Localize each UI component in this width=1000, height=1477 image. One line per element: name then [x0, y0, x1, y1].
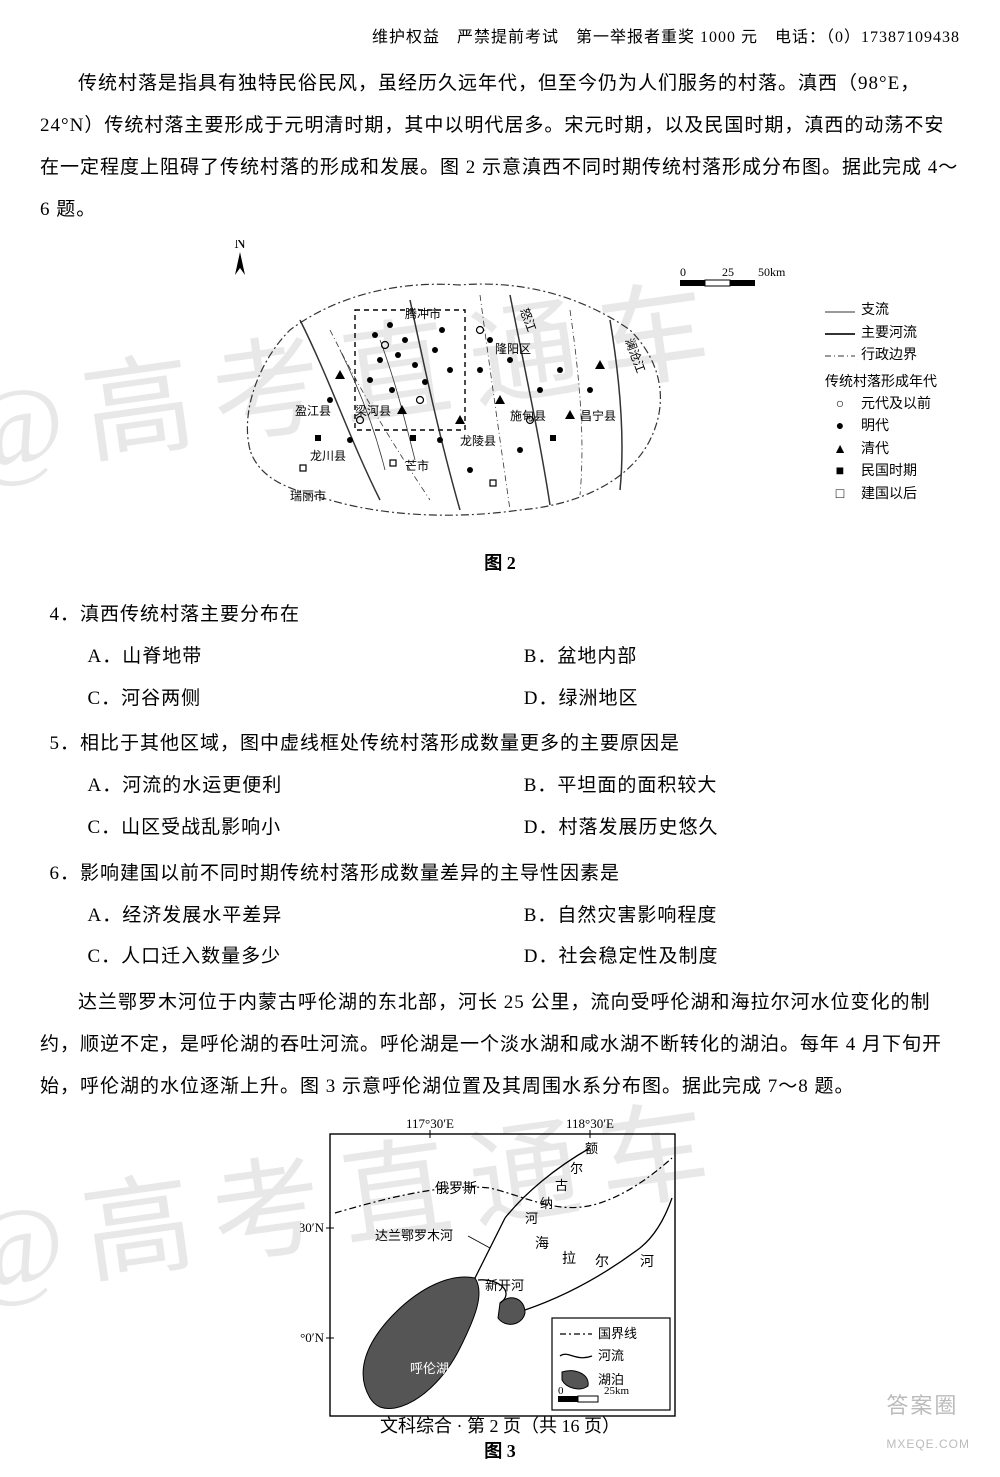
svg-text:昌宁县: 昌宁县 — [580, 408, 616, 423]
q5-option-b: B．平坦面的面积较大 — [524, 765, 960, 807]
svg-text:25km: 25km — [604, 1385, 630, 1397]
svg-text:拉: 拉 — [562, 1251, 576, 1267]
svg-text:0: 0 — [680, 265, 686, 279]
svg-text:施甸县: 施甸县 — [510, 409, 546, 423]
legend-tributary: 支流 — [861, 300, 889, 322]
q4-stem: 4．滇西传统村落主要分布在 — [69, 594, 961, 636]
fig3-dalan: 达兰鄂罗木河 — [375, 1228, 453, 1243]
legend-era-3: 民国时期 — [861, 461, 917, 483]
svg-text:龙川县: 龙川县 — [310, 449, 346, 463]
fig3-legend-border: 国界线 — [598, 1326, 637, 1341]
svg-text:盈江县: 盈江县 — [295, 404, 331, 418]
legend-era-0: 元代及以前 — [861, 394, 931, 416]
question-4: 4．滇西传统村落主要分布在 A．山脊地带 B．盆地内部 C．河谷两侧 D．绿洲地… — [40, 594, 960, 719]
svg-text:梁河县: 梁河县 — [355, 403, 391, 418]
legend-admin: 行政边界 — [861, 345, 917, 367]
q6-option-b: B．自然灾害影响程度 — [524, 895, 960, 937]
svg-text:纳: 纳 — [540, 1196, 553, 1211]
page-header: 维护权益 严禁提前考试 第一举报者重奖 1000 元 电话：（0）1738710… — [40, 20, 960, 55]
page-footer: 文科综合 · 第 2 页（共 16 页） — [0, 1407, 1000, 1447]
north-label: N — [234, 240, 246, 252]
figure-2-legend: 支流 主要河流 行政边界 传统村落形成年代 ○元代及以前 ●明代 ▲清代 ■民国… — [825, 300, 990, 506]
figure-2-map: N — [180, 240, 820, 540]
fig3-lat1: 49°30′N — [300, 1220, 325, 1235]
figure-2-caption: 图 2 — [40, 544, 960, 584]
fig3-hulun: 呼伦湖 — [410, 1361, 449, 1376]
legend-era-1: 明代 — [861, 416, 889, 438]
svg-text:澜沧江: 澜沧江 — [622, 336, 648, 375]
svg-text:隆阳区: 隆阳区 — [495, 341, 531, 356]
svg-text:古: 古 — [555, 1178, 568, 1193]
corner-sub: MXEQE.COM — [886, 1431, 970, 1457]
passage-1: 传统村落是指具有独特民俗民风，虽经历久远年代，但至今仍为人们服务的村落。滇西（9… — [40, 63, 960, 230]
q5-option-c: C．山区受战乱影响小 — [88, 807, 524, 849]
q6-stem: 6．影响建国以前不同时期传统村落形成数量差异的主导性因素是 — [69, 853, 961, 895]
svg-text:海: 海 — [535, 1236, 549, 1252]
svg-text:25: 25 — [722, 265, 734, 279]
svg-text:尔: 尔 — [570, 1161, 583, 1176]
svg-text:河: 河 — [640, 1254, 654, 1270]
fig3-xinkai: 新开河 — [485, 1278, 524, 1293]
svg-text:芒市: 芒市 — [405, 458, 429, 473]
q6-option-a: A．经济发展水平差异 — [88, 895, 524, 937]
legend-main-river: 主要河流 — [861, 323, 917, 345]
corner-watermark: 答案圈 MXEQE.COM — [886, 1382, 970, 1457]
question-6: 6．影响建国以前不同时期传统村落形成数量差异的主导性因素是 A．经济发展水平差异… — [40, 853, 960, 978]
q5-stem: 5．相比于其他区域，图中虚线框处传统村落形成数量更多的主要原因是 — [69, 723, 961, 765]
fig3-lat2: 49°0′N — [300, 1330, 325, 1345]
question-5: 5．相比于其他区域，图中虚线框处传统村落形成数量更多的主要原因是 A．河流的水运… — [40, 723, 960, 848]
legend-era-2: 清代 — [861, 439, 889, 461]
q4-option-a: A．山脊地带 — [88, 636, 524, 678]
passage-2: 达兰鄂罗木河位于内蒙古呼伦湖的东北部，河长 25 公里，流向受呼伦湖和海拉尔河水… — [40, 982, 960, 1107]
svg-text:腾冲市: 腾冲市 — [405, 306, 441, 321]
legend-era-4: 建国以后 — [861, 484, 917, 506]
svg-text:0: 0 — [558, 1385, 564, 1397]
svg-text:50km: 50km — [758, 265, 786, 279]
corner-main: 答案圈 — [886, 1393, 958, 1418]
figure-3-map: 117°30′E 118°30′E 49°30′N 49°0′N 呼伦湖 俄罗斯… — [300, 1118, 700, 1428]
q6-option-c: C．人口迁入数量多少 — [88, 936, 524, 978]
q4-option-b: B．盆地内部 — [524, 636, 960, 678]
q4-option-d: D．绿洲地区 — [524, 678, 960, 720]
figure-2-container: N — [40, 240, 960, 540]
q5-option-a: A．河流的水运更便利 — [88, 765, 524, 807]
q4-option-c: C．河谷两侧 — [88, 678, 524, 720]
svg-text:尔: 尔 — [595, 1254, 609, 1270]
q6-option-d: D．社会稳定性及制度 — [524, 936, 960, 978]
svg-text:龙陵县: 龙陵县 — [460, 434, 496, 448]
legend-era-title: 传统村落形成年代 — [825, 372, 990, 394]
fig3-legend-river: 河流 — [598, 1348, 624, 1363]
fig3-russia: 俄罗斯 — [435, 1181, 477, 1197]
svg-text:额: 额 — [585, 1141, 598, 1156]
fig3-lon2: 118°30′E — [566, 1118, 614, 1131]
q5-option-d: D．村落发展历史悠久 — [524, 807, 960, 849]
svg-text:河: 河 — [525, 1211, 538, 1226]
fig3-lon1: 117°30′E — [406, 1118, 454, 1131]
svg-text:瑞丽市: 瑞丽市 — [290, 488, 326, 503]
figure-3-container: 117°30′E 118°30′E 49°30′N 49°0′N 呼伦湖 俄罗斯… — [40, 1118, 960, 1428]
svg-text:怒江: 怒江 — [517, 306, 539, 334]
